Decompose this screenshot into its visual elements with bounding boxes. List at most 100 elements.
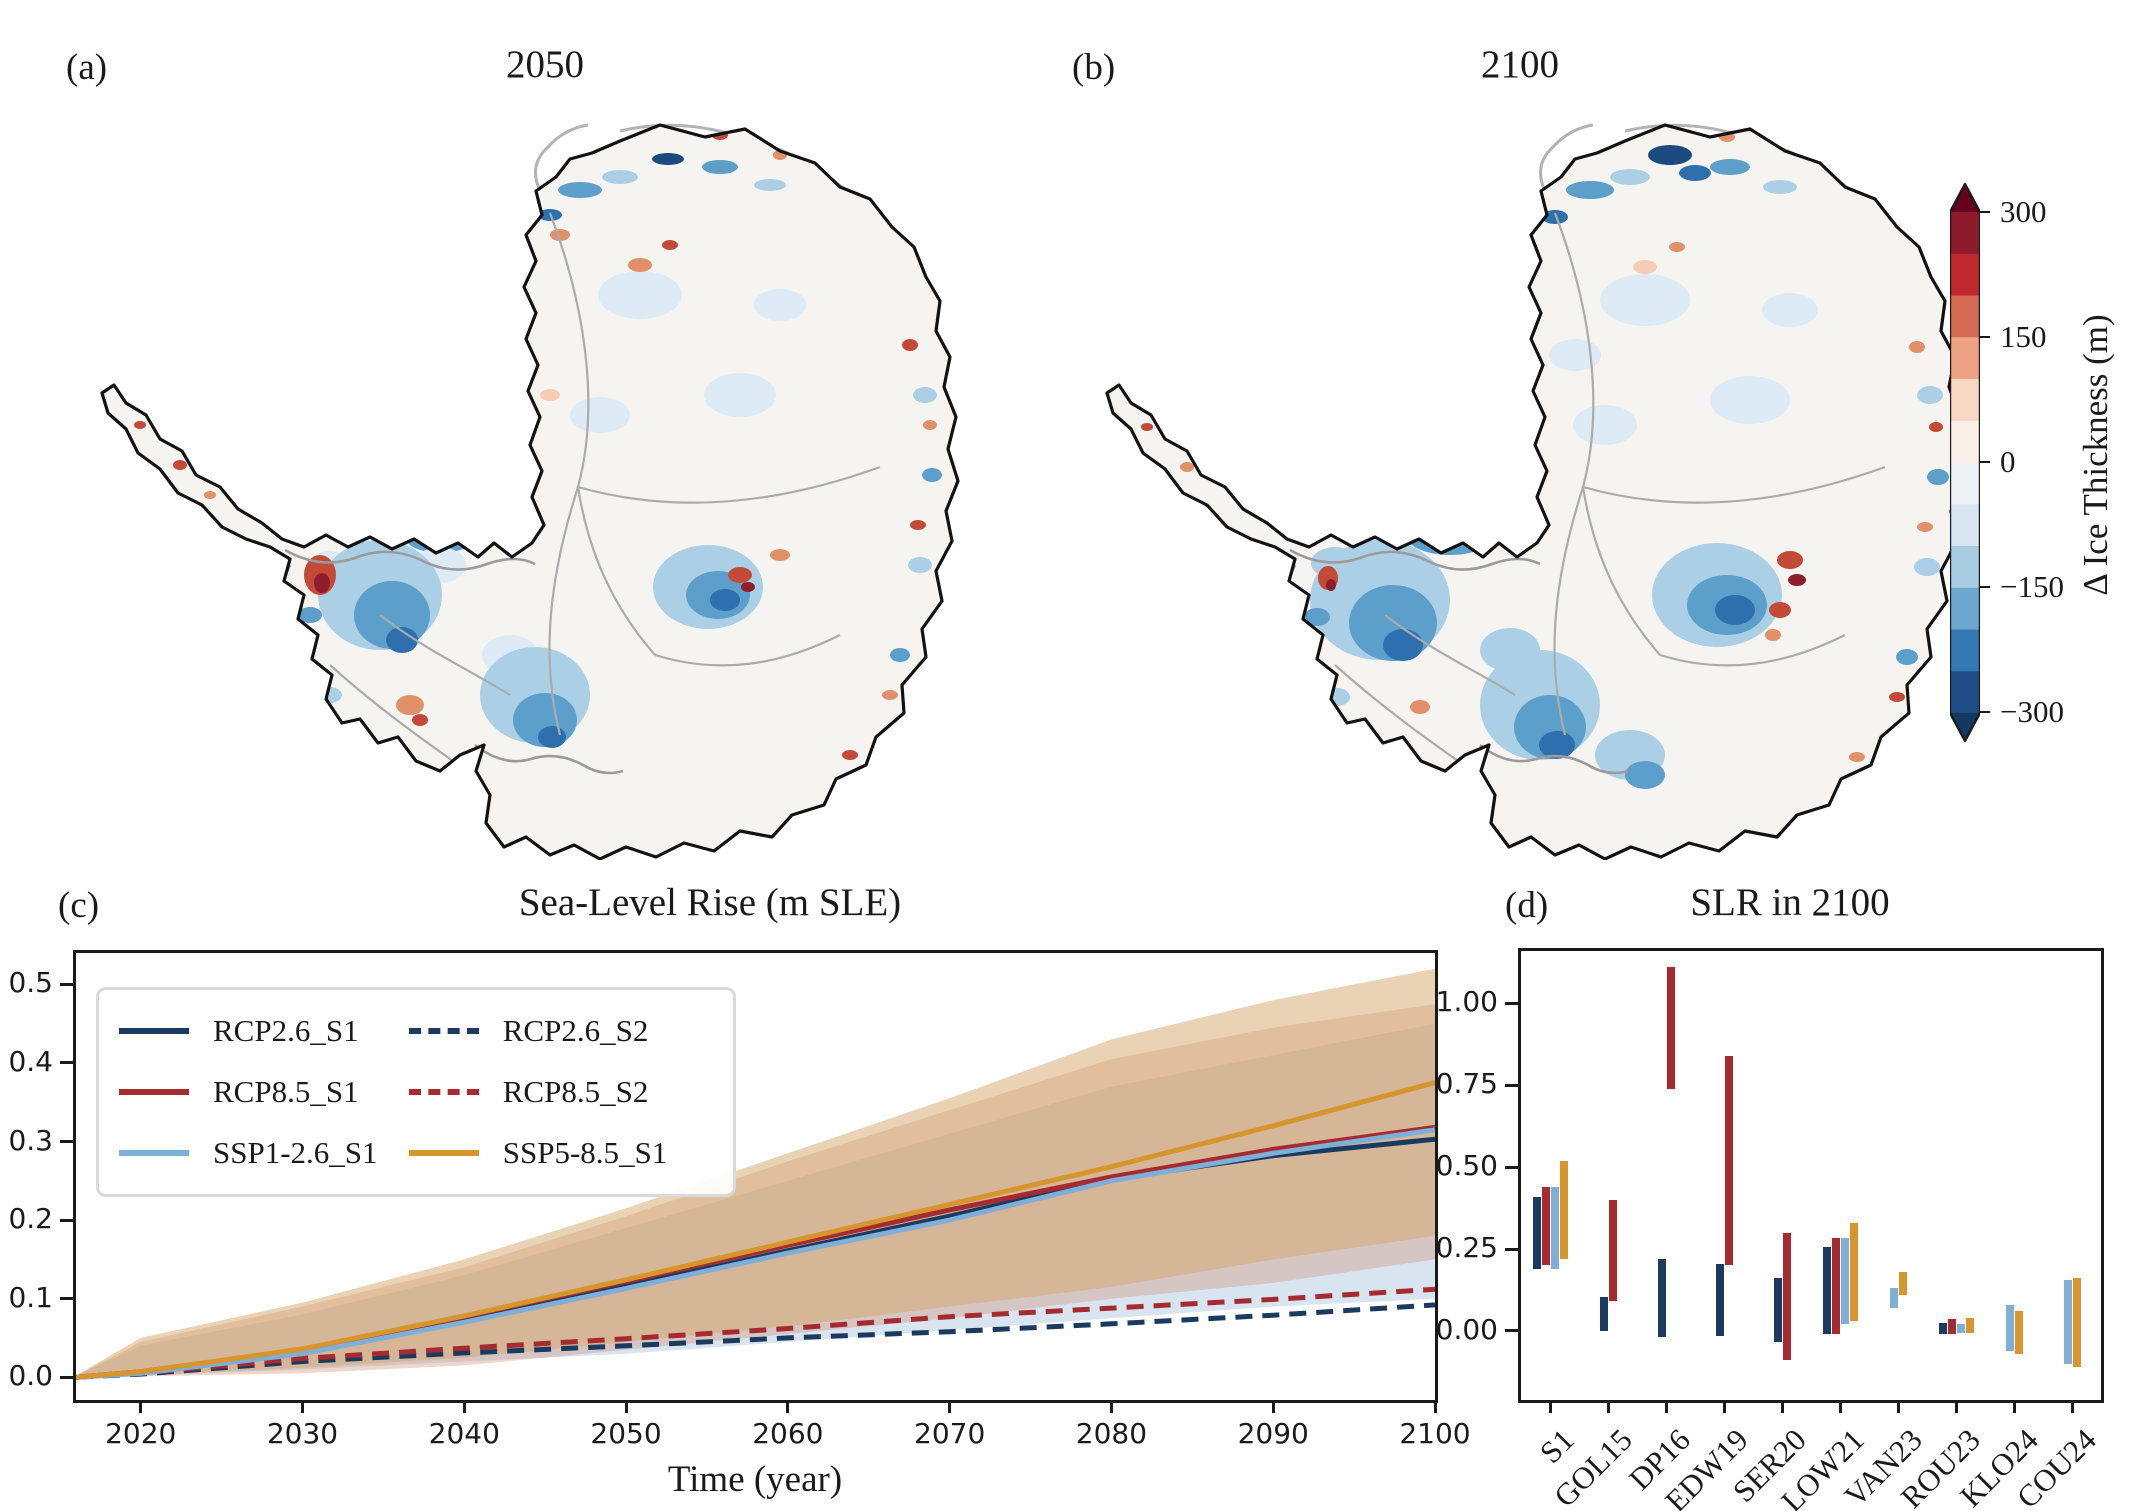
x-tick-mark [786,1400,790,1413]
y-tick-mark [60,982,73,986]
ice-sheet-base [1107,125,1963,859]
x-tick-label: 2030 [266,1417,339,1450]
legend-label: RCP8.5_S1 [213,1073,359,1109]
category-tick-mark [1722,1400,1726,1413]
panel-b-title: 2100 [1481,43,1559,86]
legend-label: SSP5-8.5_S1 [502,1135,668,1171]
range-bar-VAN23-lightblue [1889,1288,1898,1308]
y-tick-label: 0.4 [8,1044,53,1078]
range-bar-GOL15-red [1608,1199,1617,1302]
legend-swatch-RCP8.5_S2 [408,1088,479,1095]
range-bar-S1-lightblue [1550,1186,1559,1269]
legend-swatch-SSP1-2.6_S1 [119,1150,189,1157]
y-tick-mark [60,1061,73,1065]
y-tick-mark [60,1297,73,1301]
ice-sheet-base [102,125,958,859]
category-tick-mark [1780,1400,1784,1413]
range-bar-S1-red [1541,1186,1550,1266]
range-bar-LOW21-red [1831,1237,1840,1335]
panel-d-letter: (d) [1505,885,1549,926]
y-tick-label: 0.0 [8,1359,53,1393]
x-tick-label: 2070 [914,1417,986,1450]
legend-label: RCP2.6_S1 [213,1012,359,1048]
category-tick-mark [1838,1400,1842,1413]
x-tick-mark [1433,1400,1437,1413]
legend-label: SSP1-2.6_S1 [213,1135,378,1171]
colorbar-tick-label: 150 [2000,319,2047,354]
category-tick-mark [1664,1400,1668,1413]
panel-c-letter: (c) [58,885,100,926]
legend-item-RCP8.5_S1: RCP8.5_S1 [119,1061,409,1122]
sea-level-rise-chart: RCP2.6_S1 RCP8.5_S1 SSP1-2.6_S1 RCP2.6_S2 RC… [8,950,1471,1448]
y-tick-label: 1.00 [1435,985,1498,1019]
y-tick-label: 0.25 [1435,1231,1498,1265]
panel-c-title: Sea-Level Rise (m SLE) [518,881,902,924]
range-bar-EDW19-navy [1715,1263,1724,1336]
legend-swatch-RCP2.6_S2 [408,1027,479,1034]
y-tick-mark [1505,1001,1518,1005]
colorbar-tick-label: 300 [2000,194,2047,229]
legend-swatch-RCP8.5_S1 [119,1088,189,1095]
category-tick-mark [1606,1400,1610,1413]
y-tick-mark [1505,1329,1518,1333]
y-tick-label: 0.1 [8,1280,53,1314]
category-tick-mark [2012,1400,2016,1413]
x-axis-label: Time (year) [667,1459,843,1500]
range-bar-DP16-red [1666,967,1675,1089]
range-bar-SER20-navy [1773,1278,1782,1343]
category-tick-mark [1896,1400,1900,1413]
y-tick-label: 0.2 [8,1202,53,1236]
y-tick-label: 0.75 [1435,1067,1498,1101]
x-tick-label: 2040 [428,1417,500,1450]
colorbar-tick-label: −300 [2000,694,2064,729]
y-tick-mark [1505,1247,1518,1251]
legend-label: RCP8.5_S2 [502,1073,649,1109]
y-tick-mark [60,1375,73,1379]
legend-swatch-SSP5-8.5_S1 [408,1150,479,1157]
x-tick-mark [948,1400,952,1413]
panel-d-title: SLR in 2100 [1690,881,1890,924]
x-tick-mark [1109,1400,1113,1413]
range-bar-LOW21-navy [1822,1247,1831,1335]
sea-level-rise-plot-area [76,968,1435,1380]
category-tick-mark [1954,1400,1958,1413]
x-tick-label: 2060 [752,1417,824,1450]
category-tick-mark [1548,1400,1552,1413]
category-tick-mark [2070,1400,2074,1413]
y-tick-label: 0.50 [1435,1149,1498,1183]
range-bar-COU24-lightblue [2063,1280,2072,1364]
colorbar-tick-label: −150 [2000,569,2064,604]
basin-boundaries [1334,212,1886,781]
colorbar-tick-label: 0 [2000,444,2016,479]
basin-boundaries [329,212,881,781]
range-bar-EDW19-red [1724,1055,1733,1266]
range-bar-ROU23-navy [1938,1322,1947,1335]
range-bar-ROU23-lightblue [1956,1324,1965,1333]
range-bar-ROU23-orange [1965,1317,1974,1333]
range-bar-VAN23-orange [1898,1271,1907,1295]
legend-item-SSP5-8.5_S1: SSP5-8.5_S1 [408,1123,713,1184]
legend-item-SSP1-2.6_S1: SSP1-2.6_S1 [119,1123,409,1184]
range-bar-COU24-orange [2072,1278,2081,1367]
x-tick-label: 2080 [1075,1417,1148,1450]
x-tick-label: 2100 [1399,1417,1471,1450]
x-tick-label: 2020 [105,1417,177,1450]
range-bar-LOW21-orange [1849,1222,1858,1322]
range-bar-GOL15-navy [1599,1296,1608,1331]
y-tick-label: 0.3 [8,1123,53,1157]
range-bar-KLO24-lightblue [2005,1304,2014,1351]
legend-item-RCP2.6_S1: RCP2.6_S1 [119,1000,409,1061]
panel-b-letter: (b) [1072,47,1116,88]
y-tick-mark [1505,1083,1518,1087]
y-tick-label: 0.00 [1435,1312,1498,1346]
colorbar-tick-mark [1980,335,1990,339]
legend-item-RCP2.6_S2: RCP2.6_S2 [408,1000,713,1061]
x-tick-label: 2050 [590,1417,662,1450]
range-bar-DP16-navy [1657,1258,1666,1338]
chart-legend: RCP2.6_S1 RCP8.5_S1 SSP1-2.6_S1 RCP2.6_S2 RC… [96,987,736,1197]
x-tick-mark [301,1400,304,1413]
colorbar-gradient [1948,181,1982,744]
legend-label: RCP2.6_S2 [502,1012,649,1048]
ice-change-patches [1141,132,1949,789]
